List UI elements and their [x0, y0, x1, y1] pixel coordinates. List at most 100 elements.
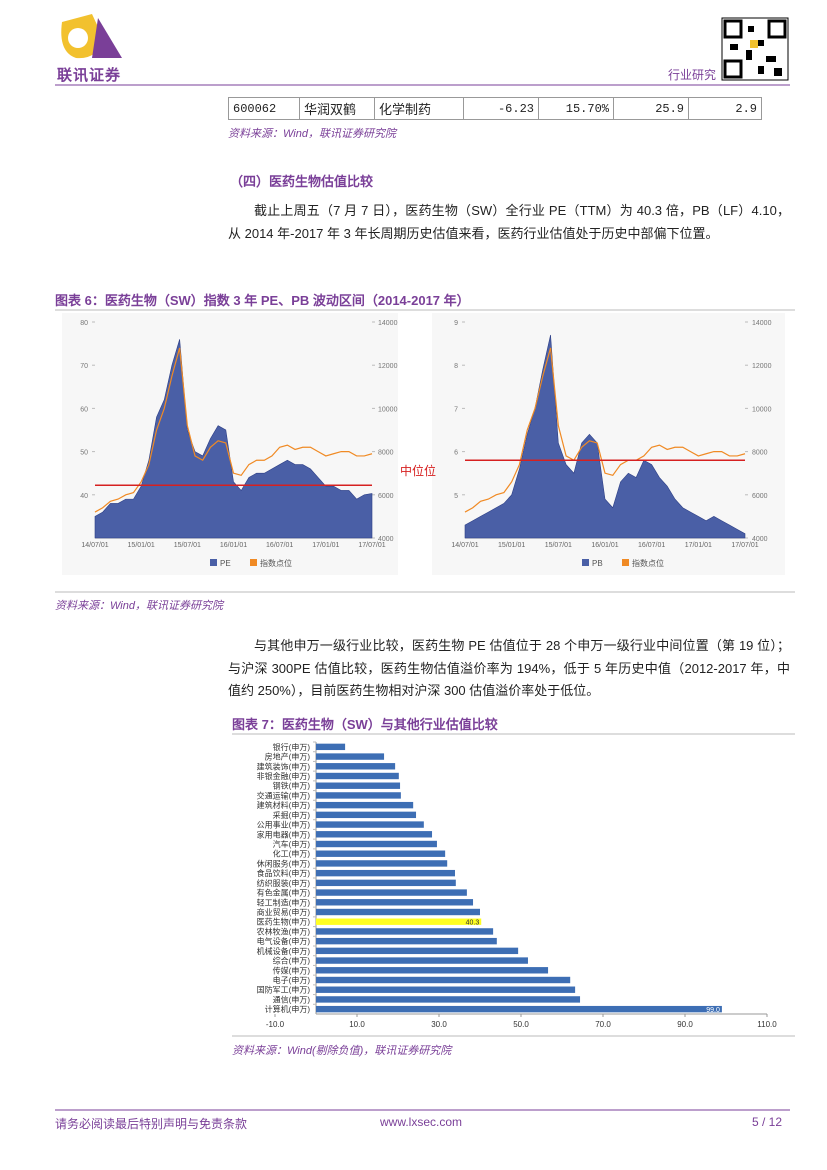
figure-title: 图表 6：医药生物（SW）指数 3 年 PE、PB 波动区间（2014-2017… — [55, 293, 470, 308]
category-label: 休闲服务(申万) — [257, 858, 311, 868]
section-label: 行业研究 — [668, 68, 717, 82]
y2-tick-label: 14000 — [378, 320, 398, 327]
category-label: 通信(申万) — [273, 994, 311, 1004]
page-number: 5 / 12 — [752, 1115, 783, 1129]
category-label: 钢铁(申万) — [273, 781, 311, 791]
value-label: 99.0 — [706, 1007, 720, 1014]
bar — [316, 792, 401, 799]
cell: 15.70% — [538, 97, 614, 120]
category-label: 非银金融(申万) — [257, 771, 311, 781]
category-label: 化工(申万) — [273, 849, 311, 859]
legend-label: PE — [220, 559, 231, 568]
bar — [316, 840, 437, 848]
bar — [316, 801, 414, 809]
category-label: 电子(申万) — [273, 975, 311, 985]
legend-swatch — [250, 559, 257, 566]
bar — [316, 908, 480, 916]
bar — [316, 947, 519, 955]
bar — [316, 821, 424, 828]
x-tick-label: 15/01/01 — [498, 542, 525, 549]
paragraph: 截止上周五（7 月 7 日），医药生物（SW）全行业 PE（TTM）为 40.3… — [228, 203, 790, 241]
figure-title: 图表 7：医药生物（SW）与其他行业估值比较 — [232, 717, 498, 732]
bar — [316, 763, 396, 770]
category-label: 有色金属(申万) — [257, 888, 311, 898]
y2-tick-label: 4000 — [378, 536, 394, 543]
legend-label: 指数点位 — [632, 558, 664, 568]
paragraph: 与其他申万一级行业比较，医药生物 PE 估值位于 28 个申万一级行业中间位置（… — [228, 638, 790, 698]
x-tick-label: 30.0 — [431, 1020, 447, 1029]
x-tick-label: 70.0 — [595, 1020, 611, 1029]
area — [94, 339, 373, 539]
logo — [61, 14, 122, 59]
y2-tick-label: 12000 — [752, 363, 772, 370]
bar — [316, 772, 399, 780]
bar — [316, 782, 401, 789]
source-note: 资料来源：Wind，联讯证券研究院 — [55, 600, 223, 612]
value-label: 40.3 — [466, 920, 480, 927]
legend-swatch — [210, 559, 217, 566]
bar — [316, 918, 482, 925]
bar — [316, 831, 433, 838]
category-label: 采掘(申万) — [273, 810, 311, 820]
y-tick-label: 6 — [454, 450, 458, 457]
bar — [316, 976, 571, 984]
qr-code — [721, 17, 789, 81]
category-label: 国防军工(申万) — [257, 985, 311, 995]
x-tick-label: 17/07/01 — [731, 542, 758, 549]
x-tick-label: 16/07/01 — [638, 542, 665, 549]
bar — [316, 879, 456, 887]
section-heading: （四）医药生物估值比较 — [230, 174, 374, 189]
x-tick-label: 17/01/01 — [312, 542, 339, 549]
category-label: 医药生物(申万) — [257, 917, 311, 927]
bar — [316, 928, 494, 935]
y-tick-label: 80 — [80, 320, 88, 327]
y2-tick-label: 6000 — [752, 493, 768, 500]
bar — [316, 1005, 722, 1013]
category-label: 房地产(申万) — [265, 752, 311, 762]
y2-tick-label: 4000 — [752, 536, 768, 543]
category-label: 家用电器(申万) — [257, 829, 311, 839]
category-label: 建筑装饰(申万) — [257, 761, 311, 771]
legend-swatch — [582, 559, 589, 566]
cell: 2.9 — [688, 97, 762, 120]
category-label: 轻工制造(申万) — [257, 897, 311, 907]
y2-tick-label: 14000 — [752, 320, 772, 327]
brand: 联讯证券 — [57, 67, 122, 84]
line — [94, 347, 373, 513]
x-tick-label: 16/01/01 — [220, 542, 247, 549]
x-tick-label: 15/01/01 — [128, 542, 155, 549]
category-label: 交通运输(申万) — [257, 790, 311, 800]
category-label: 汽车(申万) — [273, 839, 311, 849]
source-note: 资料来源：Wind，联讯证券研究院 — [228, 128, 396, 140]
annotation: 中位位 — [400, 463, 436, 478]
x-tick-label: 10.0 — [349, 1020, 365, 1029]
category-label: 传媒(申万) — [273, 965, 311, 975]
y-tick-label: 40 — [80, 493, 88, 500]
bar — [316, 753, 385, 760]
cell: 600062 — [228, 97, 300, 120]
x-tick-label: 14/07/01 — [451, 542, 478, 549]
y-tick-label: 5 — [454, 493, 458, 500]
legend-label: PB — [592, 559, 603, 568]
category-label: 纺织服装(申万) — [257, 878, 311, 888]
x-tick-label: 17/01/01 — [685, 542, 712, 549]
cell: 化学制药 — [374, 97, 464, 120]
line — [464, 347, 746, 513]
y-tick-label: 8 — [454, 363, 458, 370]
category-label: 商业贸易(申万) — [257, 907, 311, 917]
bar — [316, 850, 446, 857]
y2-tick-label: 12000 — [378, 363, 398, 370]
legend-label: 指数点位 — [260, 558, 292, 568]
y2-tick-label: 10000 — [752, 406, 772, 413]
cell: 25.9 — [613, 97, 689, 120]
bar — [316, 986, 576, 993]
bar — [316, 967, 549, 974]
y-tick-label: 7 — [454, 406, 458, 413]
y-tick-label: 60 — [80, 406, 88, 413]
website: www.lxsec.com — [380, 1115, 463, 1129]
bar — [316, 869, 455, 877]
y2-tick-label: 8000 — [378, 450, 394, 457]
legend-swatch — [622, 559, 629, 566]
